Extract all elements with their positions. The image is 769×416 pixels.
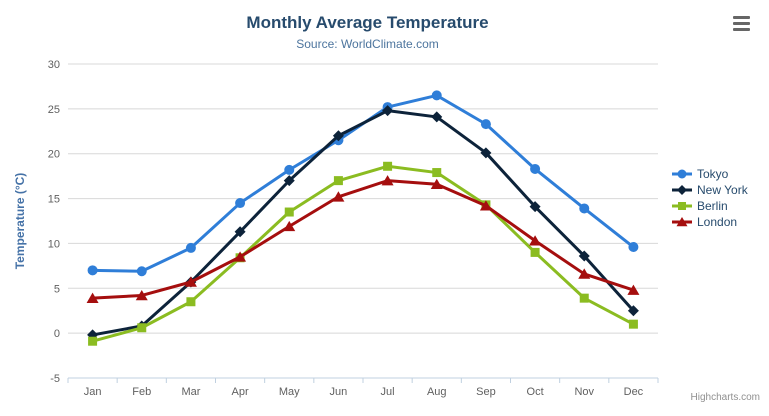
y-axis-labels: -5 0 5 10 15 20 25 30 (48, 59, 60, 385)
data-point-circle[interactable] (480, 119, 491, 130)
data-point-square[interactable] (186, 297, 196, 307)
data-point-triangle[interactable] (283, 220, 296, 232)
series-tokyo[interactable] (87, 90, 639, 277)
data-point-diamond[interactable] (234, 226, 246, 238)
x-axis-label: Jun (330, 386, 348, 398)
x-axis-label: Mar (181, 386, 200, 398)
data-point-diamond[interactable] (627, 305, 639, 317)
legend-item-tokyo[interactable]: Tokyo (671, 166, 748, 182)
legend-marker-icon-diamond (672, 185, 692, 195)
x-axis-label: Nov (574, 386, 594, 398)
data-point-triangle[interactable] (234, 251, 247, 262)
legend-label: New York (697, 183, 748, 197)
data-point-triangle[interactable] (86, 292, 99, 303)
data-point-circle[interactable] (284, 164, 295, 175)
data-point-square[interactable] (579, 293, 589, 303)
y-axis-label: 10 (48, 238, 60, 250)
legend-item-berlin[interactable]: Berlin (671, 198, 748, 214)
hamburger-bar (733, 28, 750, 31)
data-point-circle[interactable] (431, 90, 442, 101)
legend-item-new-york[interactable]: New York (671, 182, 748, 198)
series-new-york[interactable] (87, 105, 639, 341)
y-axis-label: 25 (48, 104, 60, 116)
chart-title: Monthly Average Temperature (246, 13, 489, 32)
y-axis-title: Temperature (°C) (13, 173, 27, 270)
y-axis-label: -5 (50, 373, 60, 385)
x-axis-label: Oct (527, 386, 544, 398)
data-point-square[interactable] (432, 168, 442, 178)
y-axis-label: 0 (54, 328, 60, 340)
data-point-triangle[interactable] (332, 191, 345, 202)
x-axis-label: Jan (84, 386, 102, 398)
data-point-diamond[interactable] (382, 105, 394, 117)
series-line-new-york[interactable] (91, 109, 635, 337)
data-point-circle[interactable] (579, 203, 590, 214)
legend-item-london[interactable]: London (671, 214, 748, 230)
chart-subtitle: Source: WorldClimate.com (296, 37, 439, 51)
y-gridlines (68, 63, 658, 379)
legend-label: Tokyo (697, 167, 729, 181)
data-point-square[interactable] (678, 202, 686, 210)
legend: Tokyo New York Berlin London (671, 166, 748, 230)
data-point-circle[interactable] (87, 265, 98, 276)
data-point-square[interactable] (88, 336, 98, 346)
legend-marker-icon-triangle (672, 217, 692, 227)
x-axis-label: Apr (232, 386, 249, 398)
legend-marker-icon-circle (672, 169, 692, 179)
data-point-diamond[interactable] (332, 130, 344, 142)
data-point-circle[interactable] (530, 163, 541, 174)
y-axis-label: 30 (48, 59, 60, 71)
x-axis-label: May (279, 386, 300, 398)
x-axis-label: Dec (624, 386, 644, 398)
series-london[interactable] (86, 175, 640, 303)
data-point-diamond[interactable] (431, 111, 443, 123)
data-point-diamond[interactable] (529, 201, 541, 213)
data-point-triangle[interactable] (578, 268, 591, 279)
hamburger-bar (733, 16, 750, 19)
data-point-circle[interactable] (235, 198, 246, 209)
data-point-triangle[interactable] (479, 200, 492, 211)
data-point-triangle[interactable] (184, 276, 197, 287)
x-axis-label: Feb (132, 386, 151, 398)
y-axis-label: 20 (48, 149, 60, 161)
legend-label: London (697, 215, 738, 229)
hamburger-menu-icon[interactable] (733, 16, 750, 31)
x-axis-label: Jul (381, 386, 395, 398)
x-axis-label: Aug (427, 386, 447, 398)
data-point-square[interactable] (628, 319, 638, 329)
x-axis-ticks (67, 378, 659, 383)
data-point-diamond[interactable] (283, 175, 295, 187)
data-point-circle[interactable] (136, 266, 147, 277)
data-point-triangle[interactable] (430, 178, 443, 190)
data-point-square[interactable] (530, 247, 540, 257)
data-point-diamond[interactable] (578, 250, 590, 262)
data-point-triangle[interactable] (529, 235, 542, 246)
data-point-circle[interactable] (628, 242, 639, 253)
data-point-triangle[interactable] (627, 284, 640, 295)
data-point-square[interactable] (333, 176, 343, 186)
series-line-berlin[interactable] (91, 164, 635, 343)
data-point-triangle[interactable] (381, 175, 394, 186)
hamburger-bar (733, 22, 750, 25)
data-point-square[interactable] (284, 207, 294, 217)
x-axis-label: Sep (476, 386, 496, 398)
data-point-square[interactable] (137, 323, 147, 333)
y-axis-label: 5 (54, 283, 60, 295)
series-line-london[interactable] (91, 179, 635, 300)
legend-label: Berlin (697, 199, 728, 213)
y-axis-label: 15 (48, 194, 60, 206)
data-point-triangle[interactable] (676, 217, 688, 227)
data-point-diamond[interactable] (480, 147, 492, 159)
credits-link[interactable]: Highcharts.com (690, 392, 760, 403)
legend-marker-icon-square (672, 202, 692, 210)
x-axis-labels: Jan Feb Mar Apr May Jun Jul Aug Sep Oct Nov Dec (84, 386, 644, 398)
data-point-diamond[interactable] (677, 185, 687, 195)
data-point-square[interactable] (383, 161, 393, 171)
data-point-circle[interactable] (185, 242, 196, 253)
data-point-triangle[interactable] (135, 289, 148, 301)
data-point-circle[interactable] (677, 169, 687, 179)
